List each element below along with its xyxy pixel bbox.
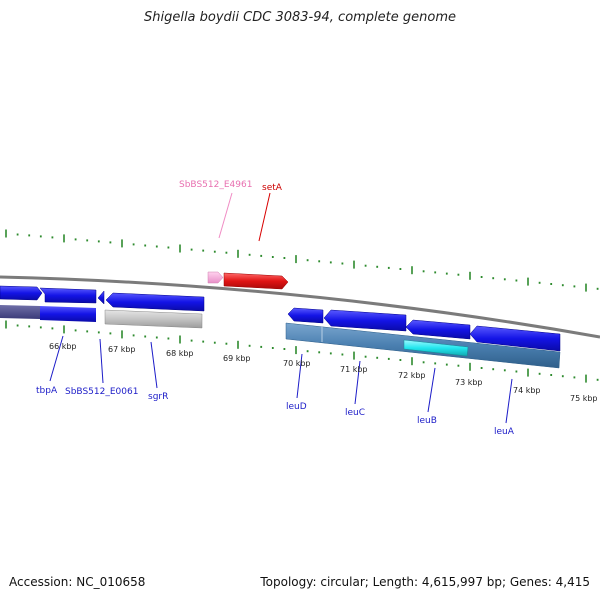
operon-leuB-highlight bbox=[403, 339, 469, 357]
kbp-label: 70 kbp bbox=[283, 359, 311, 368]
leader-leuC bbox=[354, 360, 361, 405]
kbp-label: 69 kbp bbox=[223, 354, 251, 363]
gene-tbpA-arrow[interactable] bbox=[39, 287, 97, 304]
gene-sgrR-arrow[interactable] bbox=[105, 292, 205, 312]
kbp-label: 71 kbp bbox=[340, 365, 368, 374]
accession-text: Accession: NC_010658 bbox=[9, 575, 146, 589]
gene-label-sgrR[interactable]: sgrR bbox=[148, 392, 168, 402]
genome-backbone bbox=[0, 275, 600, 339]
gene-leuD-arrow[interactable] bbox=[287, 307, 324, 324]
leader-leuB bbox=[427, 367, 436, 413]
kbp-label: 68 kbp bbox=[166, 349, 194, 358]
leader-SbBS512_E0061 bbox=[99, 338, 104, 384]
kbp-label: 66 kbp bbox=[49, 342, 77, 351]
leader-setA bbox=[258, 192, 271, 242]
kbp-label: 73 kbp bbox=[455, 378, 483, 387]
gene-label-leuA[interactable]: leuA bbox=[494, 427, 515, 437]
gene-label-tbpA[interactable]: tbpA bbox=[36, 386, 58, 396]
leader-sgrR bbox=[150, 341, 158, 389]
genome-title: Shigella boydii CDC 3083-94, complete ge… bbox=[143, 10, 457, 25]
gene-label-leuC[interactable]: leuC bbox=[345, 408, 365, 418]
gene-setA-arrow[interactable] bbox=[223, 272, 289, 290]
gene-leuA-arrow[interactable] bbox=[469, 325, 561, 352]
leader-leuD bbox=[296, 353, 303, 399]
gene-label-SbBS512_E4961[interactable]: SbBS512_E4961 bbox=[179, 180, 252, 190]
leader-SbBS512_E4961 bbox=[218, 192, 233, 239]
kbp-label: 75 kbp bbox=[570, 394, 598, 403]
gene-SbBS512_E4961-arrow[interactable] bbox=[207, 271, 224, 284]
genome-summary-text: Topology: circular; Length: 4,615,997 bp… bbox=[260, 575, 590, 589]
gene-label-SbBS512_E0061[interactable]: SbBS512_E0061 bbox=[65, 387, 138, 397]
gene-leuB-arrow[interactable] bbox=[405, 319, 471, 340]
gene-leuC-arrow[interactable] bbox=[323, 309, 407, 332]
kbp-label: 67 kbp bbox=[108, 345, 136, 354]
leader-tbpA bbox=[49, 335, 64, 382]
tick-track-lower bbox=[5, 320, 599, 383]
kbp-label: 74 kbp bbox=[513, 386, 541, 395]
gene-left-partial-arrow[interactable] bbox=[0, 285, 43, 301]
gene-SbBS512_E0061-arrow[interactable] bbox=[97, 290, 105, 305]
operon-tbpA-bar bbox=[40, 306, 96, 322]
leader-leuA bbox=[505, 378, 513, 424]
operon-left-dark-bar bbox=[0, 305, 40, 319]
gene-label-leuD[interactable]: leuD bbox=[286, 402, 307, 412]
kbp-label: 72 kbp bbox=[398, 371, 426, 380]
gene-label-leuB[interactable]: leuB bbox=[417, 416, 437, 426]
gene-label-setA[interactable]: setA bbox=[262, 183, 283, 193]
operon-gray-bar bbox=[104, 309, 203, 329]
tick-track-upper bbox=[5, 229, 599, 292]
